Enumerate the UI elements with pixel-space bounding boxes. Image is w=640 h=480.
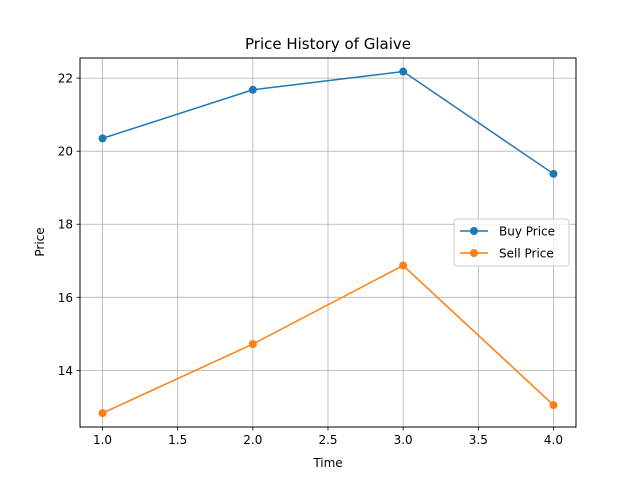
sell-price-series-line (102, 264, 554, 414)
x-tick-label: 4.0 (544, 433, 563, 447)
y-tick-label: 20 (58, 145, 73, 159)
x-tick-label: 3.5 (469, 433, 488, 447)
series-layer (98, 67, 558, 418)
x-tick-label: 2.5 (318, 433, 337, 447)
x-tick-label: 1.0 (93, 433, 112, 447)
y-tick-label: 22 (58, 72, 73, 86)
chart-title: Price History of Glaive (245, 35, 411, 53)
buy-price-legend-marker (470, 227, 478, 235)
sell-price-point (248, 340, 257, 349)
legend: Buy Price Sell Price (453, 218, 570, 267)
buy-price-point (399, 67, 408, 76)
buy-price-point (549, 169, 558, 178)
x-tick-label: 3.0 (394, 433, 413, 447)
buy-price-series-line (102, 70, 554, 175)
sell-price-legend-marker (470, 249, 478, 257)
buy-price-legend-label: Buy Price (499, 225, 555, 239)
y-tick-label: 18 (58, 218, 73, 232)
buy-price-point (98, 134, 107, 143)
y-axis-label: Price (33, 227, 47, 256)
x-tick-label: 1.5 (168, 433, 187, 447)
buy-price-point (248, 85, 257, 94)
y-tick-label: 16 (58, 291, 73, 305)
y-tick-label: 14 (58, 364, 73, 378)
sell-price-point (98, 409, 107, 418)
x-tick-label: 2.0 (243, 433, 262, 447)
x-axis-label: Time (312, 456, 342, 470)
sell-price-point (399, 261, 408, 270)
sell-price-point (549, 401, 558, 410)
sell-price-legend-label: Sell Price (499, 247, 554, 261)
ticks: 1.0 1.5 2.0 2.5 3.0 3.5 4.0 14 16 18 20 22 (58, 72, 563, 447)
